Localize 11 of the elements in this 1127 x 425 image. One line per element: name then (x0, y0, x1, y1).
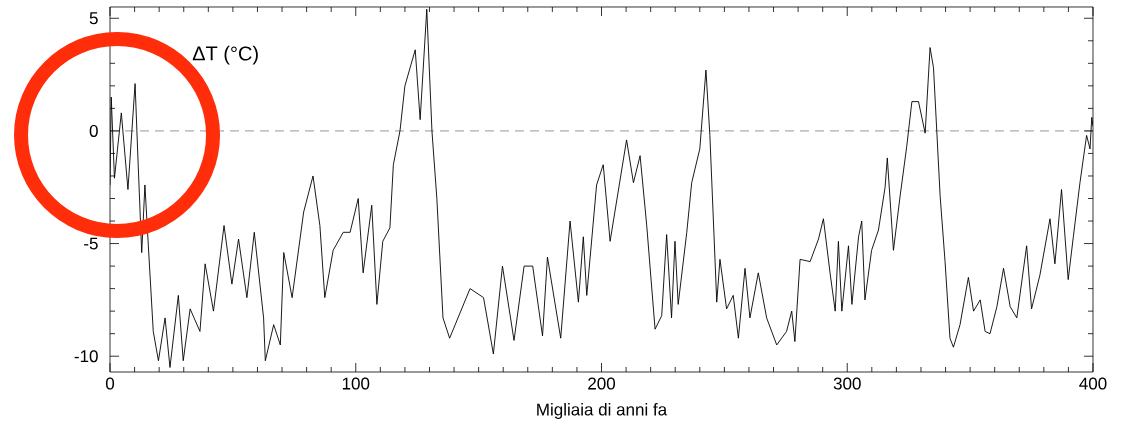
y-tick-label: 0 (89, 124, 98, 137)
y-tick-label: -5 (84, 237, 98, 250)
x-tick-label: 100 (342, 377, 370, 390)
x-tick-label: 0 (105, 377, 115, 390)
y-tick-label: -10 (74, 350, 98, 363)
x-axis-title: Migliaia di anni fa (537, 403, 668, 419)
x-tick-label: 400 (1079, 377, 1107, 390)
x-tick-label: 300 (833, 377, 861, 390)
y-axis-title: ΔT (°C) (192, 45, 258, 65)
y-tick-label: 5 (89, 12, 98, 25)
x-tick-label: 200 (588, 377, 616, 390)
